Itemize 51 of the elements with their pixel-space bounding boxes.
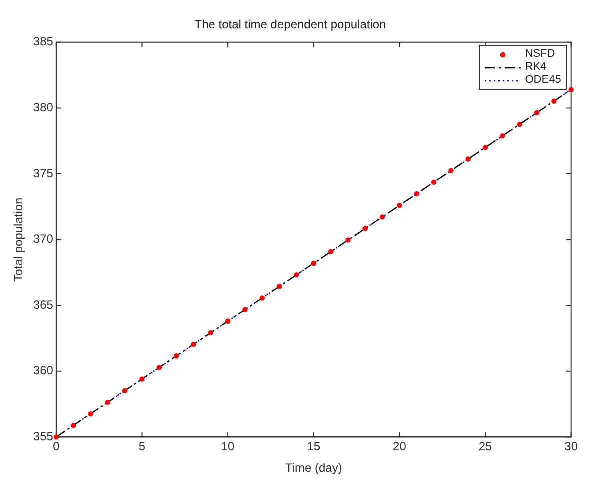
point	[105, 400, 111, 406]
point	[362, 226, 368, 232]
point	[54, 434, 60, 440]
point	[448, 168, 454, 174]
point	[140, 376, 145, 382]
point	[517, 122, 522, 128]
x-axis-title: Time (day)	[285, 461, 342, 476]
point	[276, 284, 282, 290]
point	[534, 110, 540, 116]
point	[191, 342, 196, 348]
point	[552, 98, 557, 104]
y-tick-label: 360	[33, 364, 54, 378]
point	[328, 249, 334, 255]
x-tick-label: 5	[138, 440, 146, 454]
point	[260, 296, 265, 301]
point	[414, 191, 420, 197]
point	[568, 87, 574, 92]
point	[466, 156, 471, 162]
point	[70, 423, 76, 428]
point	[208, 330, 214, 336]
x-tick-label: 0	[53, 440, 60, 454]
point	[156, 365, 162, 370]
y-tick-label: 375	[33, 166, 54, 180]
x-tick-label: 30	[564, 440, 578, 454]
point	[380, 214, 386, 220]
point	[242, 307, 248, 312]
y-axis-title: Total population	[12, 198, 26, 282]
y-tick-label: 365	[33, 298, 54, 312]
point	[225, 318, 231, 324]
point	[88, 411, 94, 417]
x-tick-label: 10	[221, 440, 236, 454]
point	[174, 354, 180, 359]
y-tick-label: 355	[33, 430, 54, 444]
point	[311, 260, 316, 266]
y-tick-label: 385	[33, 34, 54, 49]
y-tick-label: 380	[33, 100, 54, 115]
chart-title: The total time dependent population	[194, 18, 386, 32]
point	[122, 388, 128, 394]
point	[500, 134, 506, 139]
point	[397, 202, 402, 208]
point	[482, 145, 488, 150]
legend-label: NSFD	[525, 48, 556, 62]
y-tick-label: 370	[33, 232, 54, 246]
point	[294, 272, 300, 278]
x-tick-label: 25	[478, 440, 493, 454]
point	[346, 238, 351, 243]
x-tick-label: 20	[393, 440, 407, 454]
point	[431, 180, 437, 186]
legend-label: RK4	[525, 61, 547, 74]
x-tick-label: 15	[307, 440, 321, 454]
legend-label: ODE45	[525, 74, 562, 88]
